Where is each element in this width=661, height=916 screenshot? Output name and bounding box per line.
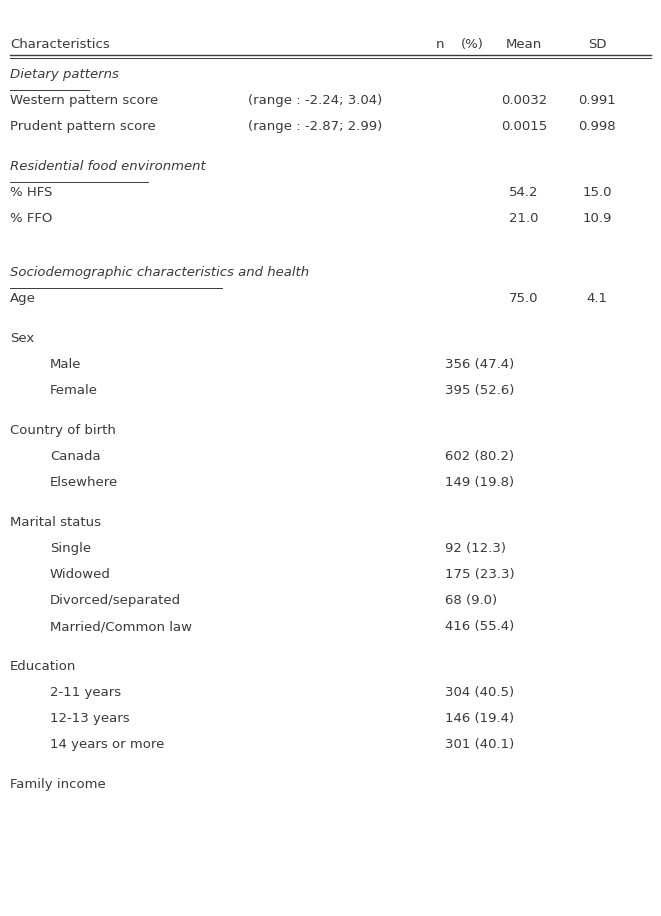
Text: 10.9: 10.9 — [582, 212, 611, 225]
Text: 21.0: 21.0 — [509, 212, 539, 225]
Text: (range : -2.24; 3.04): (range : -2.24; 3.04) — [248, 94, 382, 107]
Text: % HFS: % HFS — [10, 186, 52, 199]
Text: 68 (9.0): 68 (9.0) — [445, 594, 497, 607]
Text: Prudent pattern score: Prudent pattern score — [10, 120, 156, 133]
Text: 602 (80.2): 602 (80.2) — [445, 450, 514, 463]
Text: 0.998: 0.998 — [578, 120, 616, 133]
Text: 0.991: 0.991 — [578, 94, 616, 107]
Text: Male: Male — [50, 358, 81, 371]
Text: Widowed: Widowed — [50, 568, 111, 581]
Text: Married/Common law: Married/Common law — [50, 620, 192, 633]
Text: 395 (52.6): 395 (52.6) — [445, 384, 514, 397]
Text: 14 years or more: 14 years or more — [50, 738, 165, 751]
Text: 0.0032: 0.0032 — [501, 94, 547, 107]
Text: Family income: Family income — [10, 778, 106, 791]
Text: 2-11 years: 2-11 years — [50, 686, 121, 699]
Text: 92 (12.3): 92 (12.3) — [445, 542, 506, 555]
Text: Education: Education — [10, 660, 77, 673]
Text: 304 (40.5): 304 (40.5) — [445, 686, 514, 699]
Text: % FFO: % FFO — [10, 212, 52, 225]
Text: n: n — [436, 38, 444, 51]
Text: 149 (19.8): 149 (19.8) — [445, 476, 514, 489]
Text: Sex: Sex — [10, 332, 34, 345]
Text: 15.0: 15.0 — [582, 186, 611, 199]
Text: 146 (19.4): 146 (19.4) — [445, 712, 514, 725]
Text: Marital status: Marital status — [10, 516, 101, 529]
Text: Dietary patterns: Dietary patterns — [10, 68, 119, 81]
Text: (range : -2.87; 2.99): (range : -2.87; 2.99) — [248, 120, 382, 133]
Text: Country of birth: Country of birth — [10, 424, 116, 437]
Text: 75.0: 75.0 — [509, 292, 539, 305]
Text: 356 (47.4): 356 (47.4) — [445, 358, 514, 371]
Text: Residential food environment: Residential food environment — [10, 160, 206, 173]
Text: SD: SD — [588, 38, 606, 51]
Text: 0.0015: 0.0015 — [501, 120, 547, 133]
Text: (%): (%) — [461, 38, 483, 51]
Text: Canada: Canada — [50, 450, 100, 463]
Text: Age: Age — [10, 292, 36, 305]
Text: Divorced/separated: Divorced/separated — [50, 594, 181, 607]
Text: 416 (55.4): 416 (55.4) — [445, 620, 514, 633]
Text: Sociodemographic characteristics and health: Sociodemographic characteristics and hea… — [10, 266, 309, 279]
Text: Characteristics: Characteristics — [10, 38, 110, 51]
Text: Mean: Mean — [506, 38, 542, 51]
Text: 301 (40.1): 301 (40.1) — [445, 738, 514, 751]
Text: 175 (23.3): 175 (23.3) — [445, 568, 515, 581]
Text: Western pattern score: Western pattern score — [10, 94, 158, 107]
Text: 4.1: 4.1 — [586, 292, 607, 305]
Text: 12-13 years: 12-13 years — [50, 712, 130, 725]
Text: Female: Female — [50, 384, 98, 397]
Text: Elsewhere: Elsewhere — [50, 476, 118, 489]
Text: Single: Single — [50, 542, 91, 555]
Text: 54.2: 54.2 — [509, 186, 539, 199]
